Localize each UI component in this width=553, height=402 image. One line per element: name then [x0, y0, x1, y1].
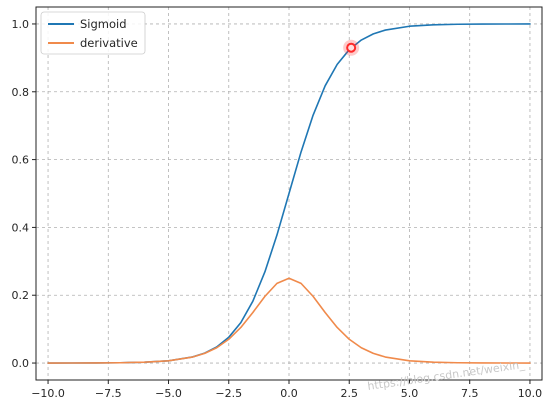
series-line-derivative: [47, 277, 531, 364]
x-tick-label: 5.0: [401, 387, 419, 400]
y-axis: 0.0 0.2 0.4 0.6 0.8 1.0: [12, 18, 36, 370]
y-tick-label: 0.4: [12, 221, 30, 234]
x-tick-label: 0.0: [280, 387, 298, 400]
y-tick-label: 0.2: [12, 289, 30, 302]
x-tick-label: −7.5: [95, 387, 122, 400]
legend-label-sigmoid: Sigmoid: [80, 17, 127, 31]
y-tick-label: 1.0: [12, 18, 30, 31]
y-tick-label: 0.0: [12, 357, 30, 370]
highlight-marker: [343, 39, 360, 56]
legend-label-derivative: derivative: [80, 36, 138, 50]
y-tick-label: 0.8: [12, 86, 30, 99]
x-tick-label: 2.5: [340, 387, 358, 400]
x-tick-label: −5.0: [155, 387, 182, 400]
x-tick-label: 7.5: [461, 387, 479, 400]
legend: Sigmoid derivative: [40, 11, 146, 55]
x-tick-label: −10.0: [31, 387, 65, 400]
highlight-ring: [346, 42, 357, 53]
x-axis: −10.0 −7.5 −5.0 −2.5 0.0 2.5 5.0 7.5 10.0: [31, 380, 542, 400]
y-tick-label: 0.6: [12, 154, 30, 167]
x-tick-label: 10.0: [518, 387, 543, 400]
x-tick-label: −2.5: [215, 387, 242, 400]
series-layer: [47, 23, 531, 364]
